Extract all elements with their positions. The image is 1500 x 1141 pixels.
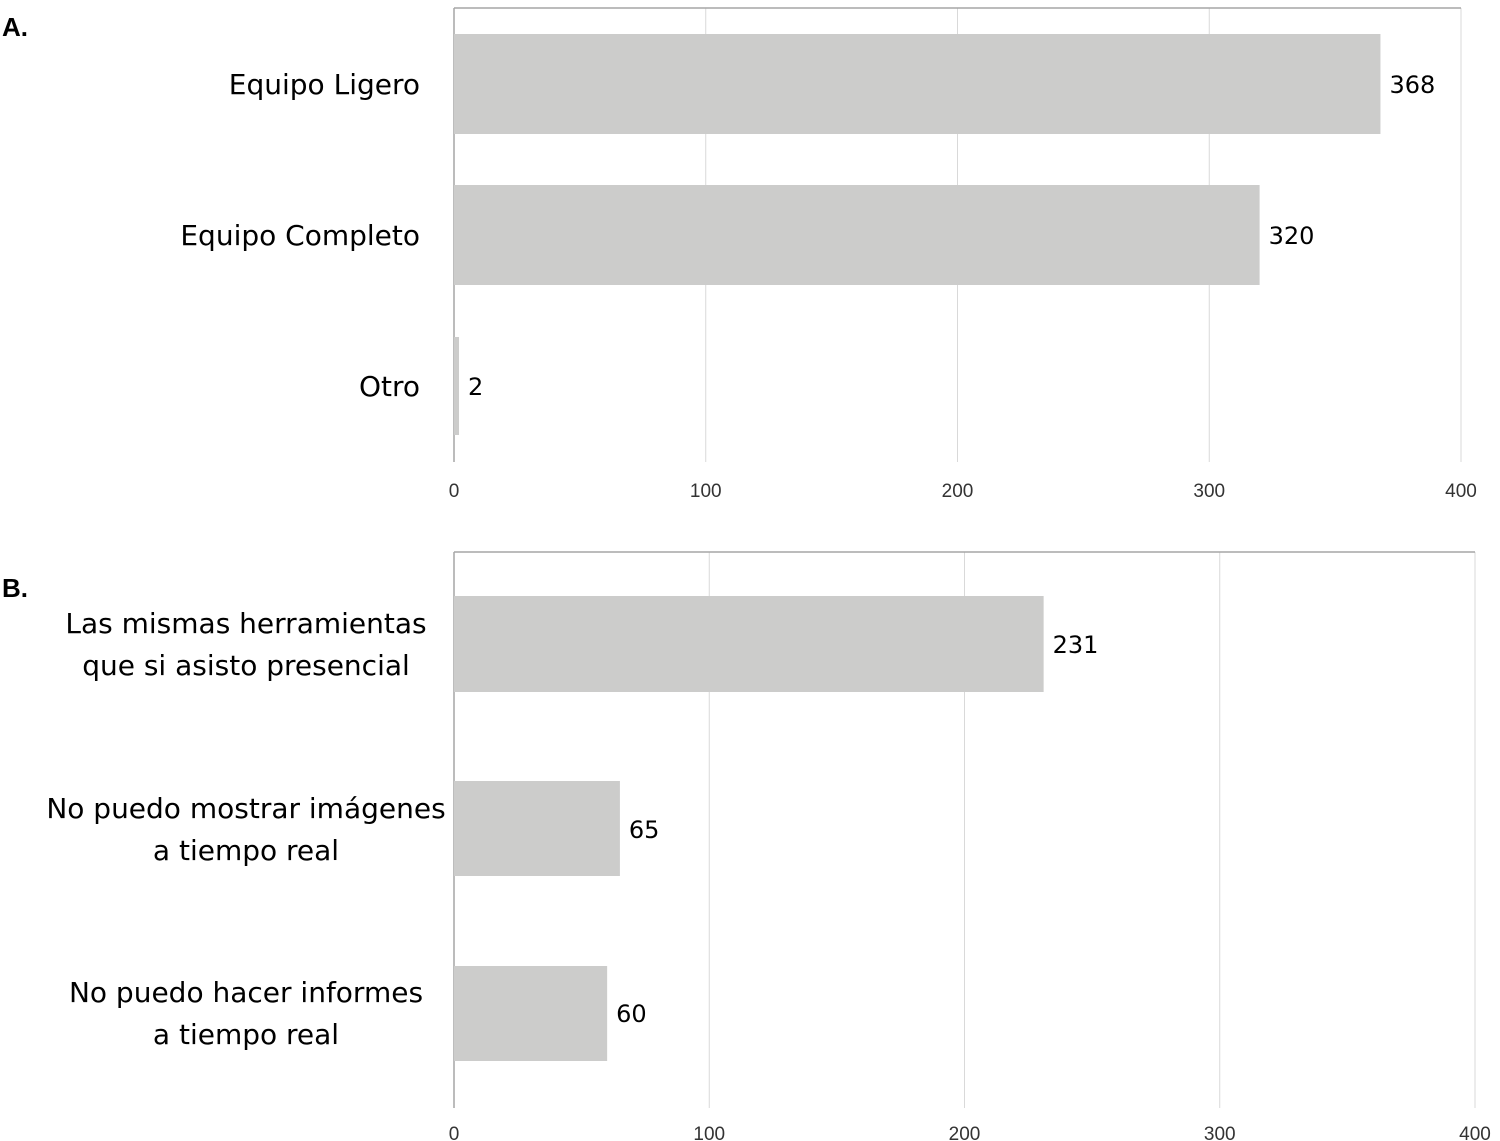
chartb-category-label: No puedo mostrar imágenes xyxy=(46,792,445,825)
chartb-data-label: 60 xyxy=(616,1000,647,1028)
charta-x-tick-label: 200 xyxy=(942,481,974,502)
chartb-category-label: a tiempo real xyxy=(153,1018,339,1051)
charta-panel-label: A. xyxy=(2,12,28,42)
charta-category-label: Otro xyxy=(359,370,420,403)
chartb-data-label: 231 xyxy=(1053,631,1099,659)
chartb-panel-label: B. xyxy=(2,573,28,603)
chartb-x-tick-label: 200 xyxy=(949,1124,981,1141)
charta-bar xyxy=(454,185,1260,285)
chartb-category-label: Las mismas herramientas xyxy=(65,607,426,640)
charta-data-label: 320 xyxy=(1269,222,1315,250)
charta-x-tick-label: 0 xyxy=(449,481,460,502)
charta-category-label: Equipo Ligero xyxy=(229,68,420,101)
chartb-x-tick-label: 100 xyxy=(693,1124,725,1141)
chartb-x-tick-label: 0 xyxy=(449,1124,460,1141)
charta-x-tick-label: 100 xyxy=(690,481,722,502)
chartb-category-label: No puedo hacer informes xyxy=(69,976,423,1009)
charta-x-tick-label: 300 xyxy=(1193,481,1225,502)
charta-data-label: 368 xyxy=(1389,71,1435,99)
chartb-category-label: que si asisto presencial xyxy=(82,649,410,682)
chartb-bar xyxy=(454,966,608,1061)
chartb-x-tick-label: 300 xyxy=(1204,1124,1236,1141)
charta-data-label: 2 xyxy=(468,373,483,401)
chartb-bar xyxy=(454,596,1044,692)
chartb-x-tick-label: 400 xyxy=(1459,1124,1491,1141)
charta-x-tick-label: 400 xyxy=(1445,481,1477,502)
chartb-data-label: 65 xyxy=(629,816,660,844)
chartb-bar xyxy=(454,781,620,876)
charta-bar xyxy=(454,34,1381,134)
charta-category-label: Equipo Completo xyxy=(180,219,420,252)
chartb-category-label: a tiempo real xyxy=(153,834,339,867)
charta-bar xyxy=(454,337,460,435)
